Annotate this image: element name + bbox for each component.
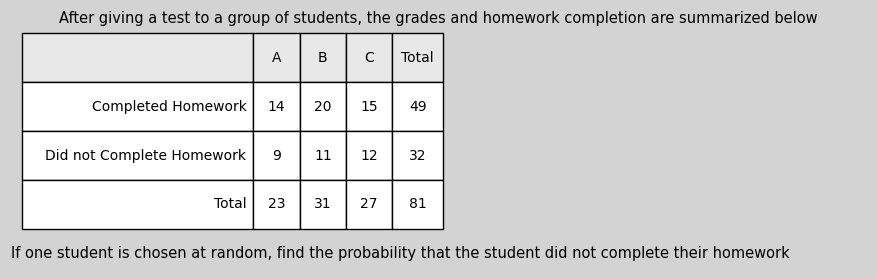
Bar bbox=[392, 33, 443, 82]
Text: 23: 23 bbox=[267, 197, 285, 211]
Bar bbox=[253, 131, 300, 180]
Bar bbox=[22, 180, 253, 229]
Bar bbox=[392, 131, 443, 180]
Bar bbox=[253, 33, 300, 82]
Text: After giving a test to a group of students, the grades and homework completion a: After giving a test to a group of studen… bbox=[59, 11, 818, 26]
Text: Did not Complete Homework: Did not Complete Homework bbox=[46, 148, 246, 163]
Text: A: A bbox=[272, 51, 282, 65]
Bar bbox=[300, 131, 346, 180]
Text: 32: 32 bbox=[409, 148, 426, 163]
Text: B: B bbox=[318, 51, 328, 65]
Text: 27: 27 bbox=[360, 197, 378, 211]
Bar bbox=[346, 82, 392, 131]
Bar bbox=[22, 33, 253, 82]
Text: 14: 14 bbox=[267, 100, 285, 114]
Text: 20: 20 bbox=[314, 100, 332, 114]
Text: 49: 49 bbox=[409, 100, 426, 114]
Bar bbox=[300, 180, 346, 229]
Text: If one student is chosen at random, find the probability that the student did no: If one student is chosen at random, find… bbox=[11, 246, 789, 261]
Bar bbox=[253, 180, 300, 229]
Bar bbox=[346, 180, 392, 229]
Text: 11: 11 bbox=[314, 148, 332, 163]
Bar bbox=[300, 33, 346, 82]
Bar bbox=[253, 82, 300, 131]
Bar bbox=[22, 82, 253, 131]
Bar bbox=[346, 131, 392, 180]
Text: Total: Total bbox=[214, 197, 246, 211]
Bar bbox=[22, 131, 253, 180]
Text: 12: 12 bbox=[360, 148, 378, 163]
Text: 31: 31 bbox=[314, 197, 332, 211]
Text: Completed Homework: Completed Homework bbox=[91, 100, 246, 114]
Bar bbox=[392, 180, 443, 229]
Bar bbox=[346, 33, 392, 82]
Text: 81: 81 bbox=[409, 197, 426, 211]
Text: C: C bbox=[364, 51, 374, 65]
Text: Total: Total bbox=[402, 51, 434, 65]
Text: 9: 9 bbox=[272, 148, 281, 163]
Text: 15: 15 bbox=[360, 100, 378, 114]
Bar bbox=[300, 82, 346, 131]
Bar bbox=[392, 82, 443, 131]
